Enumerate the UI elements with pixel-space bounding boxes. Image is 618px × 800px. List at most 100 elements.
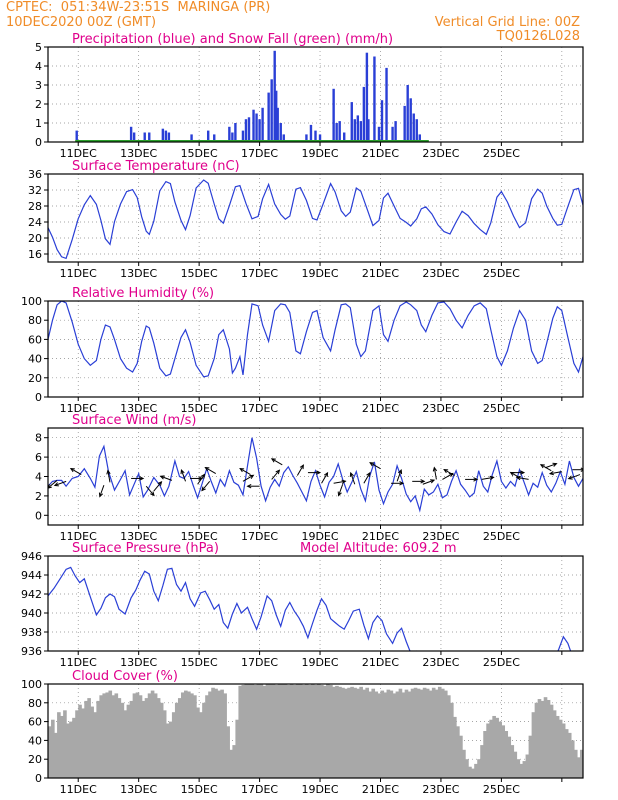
panel-annotation: Model Altitude: 609.2 m [300,541,457,556]
cloud-bar [477,759,481,778]
x-tick-label: 25DEC [483,783,520,796]
wind-arrow [391,481,405,486]
cloud-bar [102,693,107,778]
x-tick-label: 11DEC [60,402,97,415]
cloud-bar [326,684,330,778]
cloud-bar [238,685,243,778]
cloud-bar [437,686,442,778]
cloud-bar [323,685,327,778]
cloud-bar [356,688,360,778]
cloud-bar [217,690,221,778]
cloud-bar [153,693,158,778]
x-tick-label: 15DEC [181,783,218,796]
cloud-bar [244,684,249,778]
x-tick-label: 23DEC [422,656,459,669]
y-tick-label: 940 [21,607,42,620]
cloud-bar [501,725,506,778]
cloud-bar [564,729,569,778]
cloud-bar [123,710,128,778]
precip-bar [380,100,384,142]
y-tick-label: 944 [21,569,42,582]
cloud-bar [105,692,110,778]
cloud-bar [177,698,182,778]
precip-bar [228,126,231,142]
precip-bar [385,67,388,142]
y-tick-label: 40 [28,353,42,366]
cloud-bar [440,688,445,778]
x-tick-label: 23DEC [422,402,459,415]
precip-bar [213,134,216,142]
precip-bar [261,107,264,142]
x-tick-label: 13DEC [120,530,157,543]
cloud-bar [220,689,224,778]
precip-bar [309,124,313,142]
cloud-bar [93,712,97,778]
panel-title: Surface Temperature (nC) [72,159,240,174]
panel-pres: 936 938 940 942 944 946 11DEC 13DEC 15DEC 17DEC 19… [21,541,584,669]
cloud-bar [271,684,276,778]
precip-bar [267,92,270,142]
cloud-bar [504,731,509,778]
cloud-bar [320,684,324,778]
precip-bar [409,98,412,142]
x-tick-label: 21DEC [362,147,399,160]
cloud-bar [347,687,351,778]
cloud-bar [187,691,191,778]
wind-arrow [201,481,211,492]
wind-arrow [443,468,455,476]
wind-arrow [159,475,173,481]
cloud-bar [450,702,454,778]
cloud-bar [75,710,79,778]
wind-arrow [242,474,255,482]
cloud-bar [492,715,496,778]
x-tick-label: 15DEC [181,530,218,543]
cloud-bar [117,698,122,778]
cloud-bar [446,695,451,778]
plot-area [48,684,583,778]
cloud-bar [576,757,581,778]
plot-area [48,437,583,513]
wind-arrow [432,466,438,480]
x-tick-label: 13DEC [120,656,157,669]
cloud-bar [286,684,291,778]
precip-bar [129,126,133,142]
y-tick-label: 80 [28,697,42,710]
cloud-bar [292,684,297,778]
cloud-bar [341,687,345,778]
cloud-bar [537,699,542,778]
cloud-bar [313,684,318,778]
panel-frame [47,46,584,143]
y-tick-label: 24 [28,216,42,229]
cloud-bar [114,693,119,778]
cloud-bar [428,690,433,778]
cloud-bar [516,759,521,778]
cloud-bar [404,689,409,778]
panel-rh: 0 20 40 60 80 100 11DEC 13DEC 15DEC 17DEC 19DEC 21D… [21,286,584,415]
x-tick-label: 23DEC [422,267,459,280]
cloud-bar [459,735,463,778]
x-tick-label: 15DEC [181,267,218,280]
y-tick-label: 0 [35,772,42,785]
cloud-bar [54,732,58,778]
x-tick-label: 11DEC [60,530,97,543]
x-tick-label: 23DEC [422,147,459,160]
cloud-bar [256,684,261,778]
wind-arrow [465,477,479,482]
cloud-bar [389,690,394,778]
cloud-bar [129,700,134,778]
wind-arrow [204,467,217,475]
precip-bar [244,119,248,142]
y-tick-label: 0 [35,509,42,522]
cloud-bar [262,685,267,778]
cloud-bar [147,693,152,778]
y-tick-label: 28 [28,200,42,213]
y-tick-label: 32 [28,184,42,197]
series-line-temp [48,179,583,260]
cloud-bar [193,695,197,778]
cloud-bar [380,690,385,778]
cloud-bar [383,692,388,778]
panel-frame [47,555,584,652]
cloud-bar [546,699,551,778]
cloud-bar [208,691,212,778]
precip-bar [241,130,245,142]
